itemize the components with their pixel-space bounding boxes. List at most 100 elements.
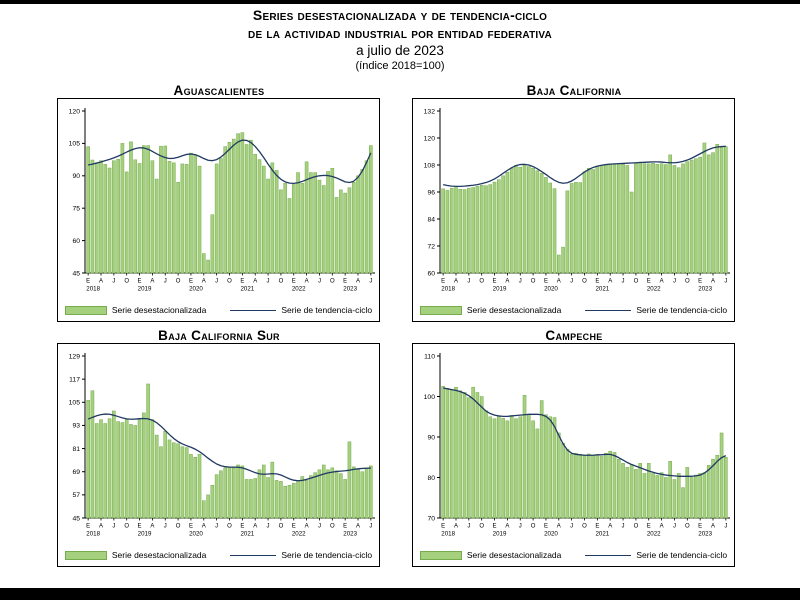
svg-text:A: A — [150, 279, 154, 285]
svg-text:J: J — [467, 279, 470, 285]
svg-text:O: O — [634, 279, 639, 285]
svg-text:120: 120 — [424, 135, 436, 142]
svg-text:60: 60 — [427, 270, 435, 277]
svg-text:2022: 2022 — [647, 286, 661, 293]
svg-text:E: E — [647, 524, 651, 530]
svg-text:110: 110 — [424, 353, 435, 360]
svg-text:E: E — [698, 524, 702, 530]
svg-text:O: O — [124, 524, 129, 530]
svg-text:E: E — [86, 524, 90, 530]
svg-text:2018: 2018 — [86, 531, 100, 538]
svg-text:A: A — [454, 524, 458, 530]
svg-text:E: E — [189, 279, 193, 285]
svg-text:E: E — [595, 279, 599, 285]
svg-text:2021: 2021 — [240, 531, 254, 538]
svg-text:2021: 2021 — [595, 531, 609, 538]
chart-panel-campeche: 70 80 90 100 110 E 2018 A J O E 2019 A J O E 2020 A J O E 202… — [412, 343, 735, 567]
svg-text:O: O — [279, 524, 284, 530]
svg-text:J: J — [267, 279, 270, 285]
svg-text:A: A — [454, 279, 458, 285]
svg-text:2020: 2020 — [544, 286, 558, 293]
legend-line-label: Serie de tendencia-ciclo — [281, 550, 373, 560]
page-title-line-1: Series desestacionalizada y de tendencia… — [252, 7, 548, 23]
svg-text:A: A — [99, 279, 103, 285]
svg-text:J: J — [570, 524, 573, 530]
svg-text:A: A — [356, 524, 360, 530]
svg-text:O: O — [176, 279, 181, 285]
svg-text:E: E — [189, 524, 193, 530]
svg-text:J: J — [369, 524, 372, 530]
svg-text:96: 96 — [427, 189, 435, 196]
svg-text:E: E — [292, 524, 296, 530]
svg-text:A: A — [505, 279, 509, 285]
chart-panel-baja-california-sur: 45 57 69 81 93 105 117 129 E 2018 A J O E 2019 A J O E 2020… — [57, 343, 380, 567]
svg-text:J: J — [724, 279, 727, 285]
svg-text:E: E — [86, 279, 90, 285]
legend-bar-swatch — [64, 550, 107, 560]
svg-text:J: J — [673, 524, 676, 530]
svg-text:2023: 2023 — [343, 531, 357, 538]
svg-text:A: A — [608, 524, 612, 530]
legend-line-label: Serie de tendencia-ciclo — [636, 305, 728, 315]
svg-text:45: 45 — [72, 270, 80, 277]
chart-title-aguascalientes: Aguascalientes — [173, 83, 265, 98]
svg-text:A: A — [202, 279, 206, 285]
letterbox-bottom-bar — [0, 588, 800, 600]
svg-text:E: E — [292, 279, 296, 285]
svg-text:105: 105 — [69, 400, 81, 407]
svg-text:70: 70 — [427, 515, 435, 522]
svg-text:J: J — [673, 279, 676, 285]
page-title-line-2: de la actividad industrial por entidad f… — [248, 24, 552, 41]
svg-text:A: A — [356, 279, 360, 285]
svg-text:O: O — [227, 524, 232, 530]
svg-text:75: 75 — [72, 206, 80, 213]
svg-text:A: A — [557, 279, 561, 285]
svg-text:120: 120 — [69, 108, 81, 115]
svg-text:O: O — [479, 279, 484, 285]
svg-text:90: 90 — [72, 173, 80, 180]
svg-text:A: A — [150, 524, 154, 530]
chart-legend: Serie desestacionalizada Serie de tenden… — [58, 545, 379, 565]
svg-text:2021: 2021 — [240, 286, 254, 293]
svg-text:A: A — [660, 279, 664, 285]
svg-text:60: 60 — [72, 238, 80, 245]
svg-text:108: 108 — [424, 162, 436, 169]
svg-text:E: E — [544, 279, 548, 285]
svg-text:J: J — [724, 524, 727, 530]
svg-text:2023: 2023 — [698, 286, 712, 293]
svg-text:A: A — [711, 279, 715, 285]
svg-text:A: A — [202, 524, 206, 530]
svg-text:81: 81 — [72, 446, 80, 453]
svg-text:2022: 2022 — [292, 531, 306, 538]
svg-text:A: A — [660, 524, 664, 530]
svg-text:E: E — [138, 279, 142, 285]
svg-text:O: O — [685, 279, 690, 285]
letterbox-top-bar — [0, 0, 800, 4]
chart-legend: Serie desestacionalizada Serie de tenden… — [58, 300, 379, 320]
svg-text:2020: 2020 — [189, 286, 203, 293]
chart-title-campeche: Campeche — [545, 328, 603, 343]
svg-text:117: 117 — [69, 376, 80, 383]
svg-text:2021: 2021 — [595, 286, 609, 293]
svg-text:2023: 2023 — [343, 286, 357, 293]
svg-text:132: 132 — [424, 108, 436, 115]
svg-text:J: J — [318, 524, 321, 530]
legend-bar-swatch — [419, 550, 462, 560]
svg-text:O: O — [685, 524, 690, 530]
svg-text:J: J — [467, 524, 470, 530]
svg-text:A: A — [99, 524, 103, 530]
chart-title-baja-california: Baja California — [526, 83, 622, 98]
svg-text:E: E — [493, 279, 497, 285]
svg-text:J: J — [318, 279, 321, 285]
svg-text:100: 100 — [424, 394, 436, 401]
svg-text:E: E — [441, 524, 445, 530]
svg-text:2023: 2023 — [698, 531, 712, 538]
svg-text:O: O — [176, 524, 181, 530]
svg-text:2019: 2019 — [493, 286, 507, 293]
chart-legend: Serie desestacionalizada Serie de tenden… — [413, 545, 734, 565]
svg-text:O: O — [227, 279, 232, 285]
chart-panel-aguascalientes: 45 60 75 90 105 120 E 2018 A J O E 2019 A J O E 2020 A J O E 2… — [57, 98, 380, 322]
